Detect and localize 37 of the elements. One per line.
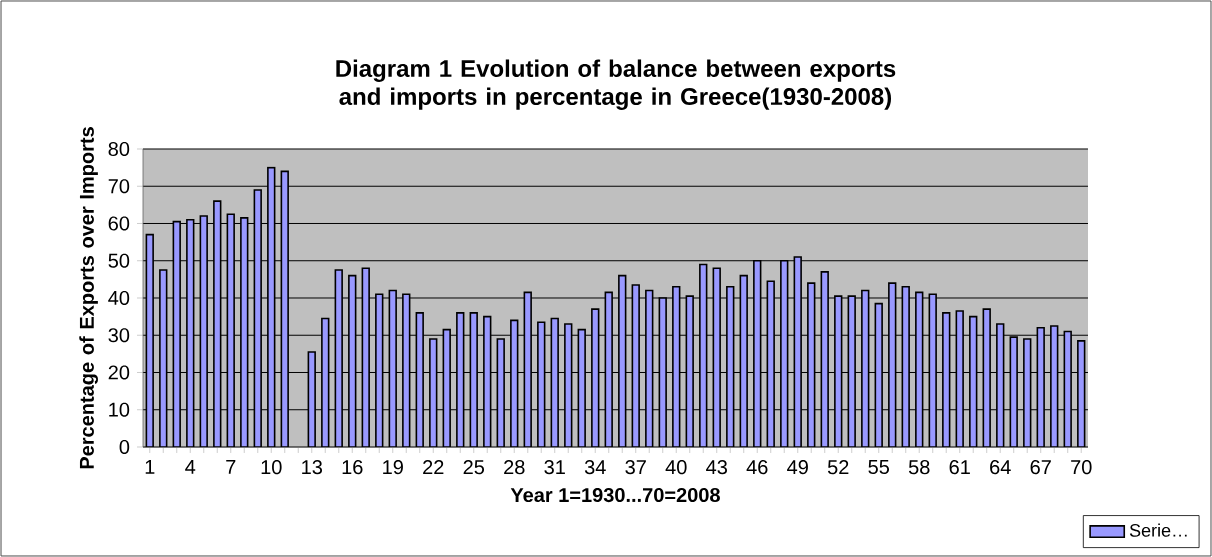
- x-tick-label: 13: [302, 460, 323, 475]
- x-tick-label: 37: [625, 460, 646, 475]
- x-tick-label: 31: [544, 460, 565, 475]
- x-tick-label: 40: [665, 460, 687, 475]
- x-tick-label: 58: [908, 460, 930, 475]
- y-tick-label: 30: [108, 328, 130, 343]
- y-tick-label: 0: [119, 439, 130, 455]
- x-tick-label: 64: [990, 460, 1011, 475]
- chart-title: Diagram 1 Evolution of balance between exports and imports in percentage in Greece(1930-2008): [336, 59, 896, 110]
- y-tick-label: 20: [108, 365, 130, 380]
- x-tick-label: 1: [145, 460, 155, 474]
- x-tick-label: 52: [827, 460, 849, 475]
- x-tick-label: 22: [423, 460, 444, 475]
- x-tick-label: 7: [226, 460, 236, 474]
- x-tick-label: 4: [185, 460, 196, 474]
- x-tick-label: 28: [504, 460, 525, 475]
- x-tick-label: 43: [706, 460, 727, 475]
- legend-label: Serie…: [1129, 523, 1187, 537]
- y-tick-label: 80: [108, 141, 130, 157]
- x-tick-label: 55: [868, 460, 890, 474]
- x-tick-label: 16: [342, 460, 363, 475]
- x-tick-label: 10: [261, 460, 282, 475]
- y-tick-label: 60: [108, 216, 130, 231]
- x-tick-label: 19: [383, 460, 403, 475]
- y-tick-label: 50: [108, 253, 130, 268]
- x-tick-label: 25: [463, 460, 485, 475]
- x-tick-label: 70: [1071, 460, 1092, 475]
- x-tick-label: 34: [584, 460, 606, 475]
- x-tick-label: 49: [787, 460, 808, 475]
- y-tick-label: 40: [108, 290, 130, 306]
- x-tick-label: 61: [949, 460, 970, 475]
- y-axis-title: Percentage of Exports over Imports: [79, 127, 98, 469]
- y-tick-label: 10: [109, 402, 130, 417]
- x-tick-label: 46: [746, 460, 768, 475]
- x-axis-title: Year 1=1930...70=2008: [510, 487, 720, 503]
- y-tick-label: 70: [108, 179, 130, 194]
- x-tick-label: 67: [1030, 460, 1051, 475]
